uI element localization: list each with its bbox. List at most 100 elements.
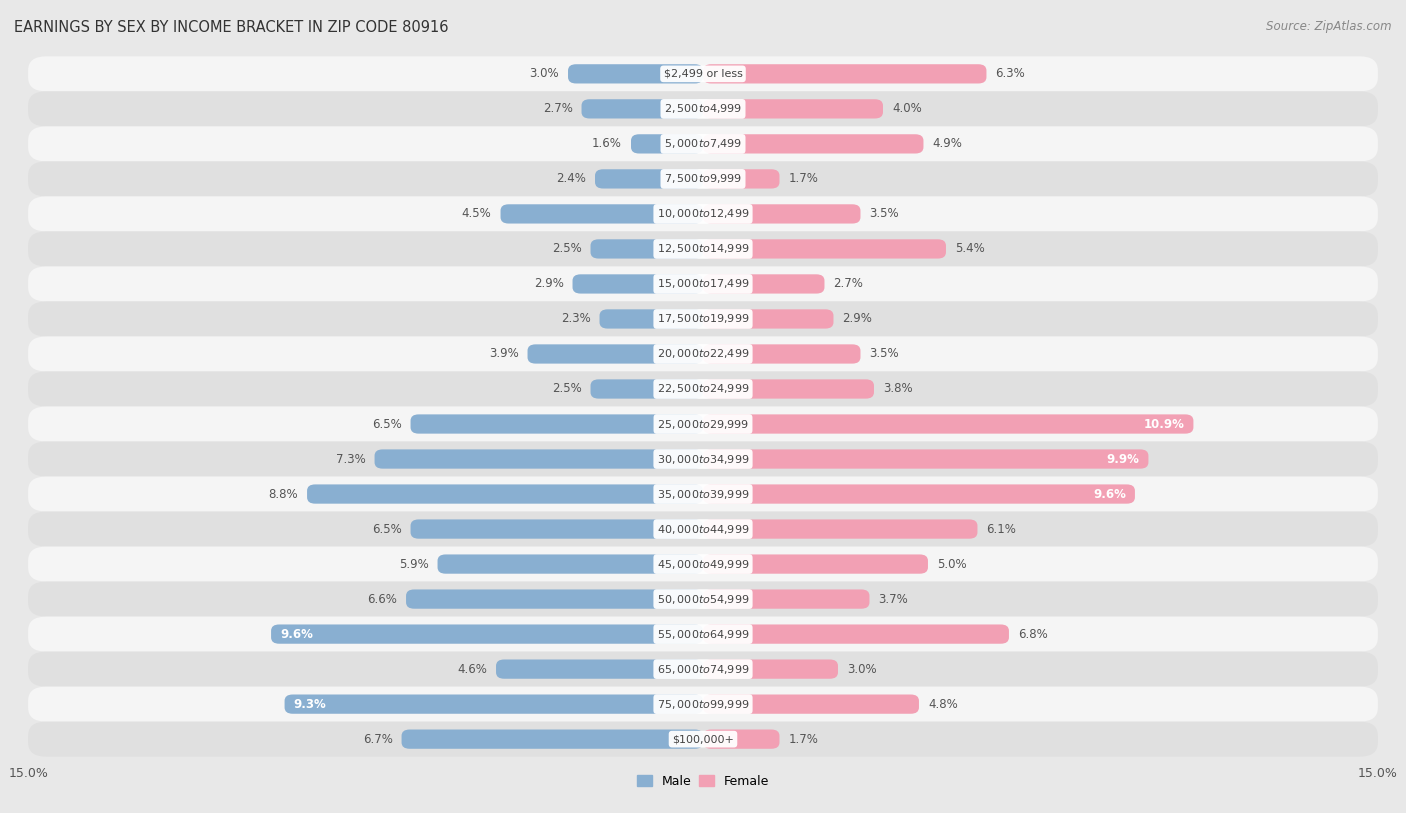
FancyBboxPatch shape bbox=[28, 511, 1378, 546]
FancyBboxPatch shape bbox=[572, 274, 703, 293]
Text: 10.9%: 10.9% bbox=[1143, 418, 1184, 431]
Text: $12,500 to $14,999: $12,500 to $14,999 bbox=[657, 242, 749, 255]
Text: EARNINGS BY SEX BY INCOME BRACKET IN ZIP CODE 80916: EARNINGS BY SEX BY INCOME BRACKET IN ZIP… bbox=[14, 20, 449, 35]
FancyBboxPatch shape bbox=[406, 589, 703, 609]
FancyBboxPatch shape bbox=[496, 659, 703, 679]
Text: 1.7%: 1.7% bbox=[789, 733, 818, 746]
Text: $45,000 to $49,999: $45,000 to $49,999 bbox=[657, 558, 749, 571]
FancyBboxPatch shape bbox=[271, 624, 703, 644]
FancyBboxPatch shape bbox=[28, 267, 1378, 302]
Text: 9.6%: 9.6% bbox=[280, 628, 314, 641]
FancyBboxPatch shape bbox=[28, 687, 1378, 722]
FancyBboxPatch shape bbox=[28, 616, 1378, 651]
Text: $35,000 to $39,999: $35,000 to $39,999 bbox=[657, 488, 749, 501]
FancyBboxPatch shape bbox=[28, 406, 1378, 441]
Text: 8.8%: 8.8% bbox=[269, 488, 298, 501]
FancyBboxPatch shape bbox=[284, 694, 703, 714]
FancyBboxPatch shape bbox=[703, 169, 779, 189]
Text: 2.5%: 2.5% bbox=[551, 242, 582, 255]
FancyBboxPatch shape bbox=[703, 134, 924, 154]
Text: 5.4%: 5.4% bbox=[955, 242, 984, 255]
Text: $5,000 to $7,499: $5,000 to $7,499 bbox=[664, 137, 742, 150]
Text: 6.7%: 6.7% bbox=[363, 733, 392, 746]
Text: $10,000 to $12,499: $10,000 to $12,499 bbox=[657, 207, 749, 220]
FancyBboxPatch shape bbox=[703, 450, 1149, 468]
FancyBboxPatch shape bbox=[703, 380, 875, 398]
FancyBboxPatch shape bbox=[703, 274, 824, 293]
Text: Source: ZipAtlas.com: Source: ZipAtlas.com bbox=[1267, 20, 1392, 33]
FancyBboxPatch shape bbox=[28, 581, 1378, 616]
Text: $15,000 to $17,499: $15,000 to $17,499 bbox=[657, 277, 749, 290]
Text: 6.1%: 6.1% bbox=[987, 523, 1017, 536]
Text: $40,000 to $44,999: $40,000 to $44,999 bbox=[657, 523, 749, 536]
Text: 5.0%: 5.0% bbox=[936, 558, 966, 571]
Text: 2.5%: 2.5% bbox=[551, 382, 582, 395]
FancyBboxPatch shape bbox=[28, 337, 1378, 372]
Text: 9.9%: 9.9% bbox=[1107, 453, 1139, 466]
FancyBboxPatch shape bbox=[703, 239, 946, 259]
Text: $25,000 to $29,999: $25,000 to $29,999 bbox=[657, 418, 749, 431]
FancyBboxPatch shape bbox=[28, 546, 1378, 581]
Text: 9.3%: 9.3% bbox=[294, 698, 326, 711]
FancyBboxPatch shape bbox=[631, 134, 703, 154]
FancyBboxPatch shape bbox=[28, 476, 1378, 511]
Text: 2.9%: 2.9% bbox=[842, 312, 872, 325]
Text: $100,000+: $100,000+ bbox=[672, 734, 734, 744]
FancyBboxPatch shape bbox=[703, 589, 869, 609]
FancyBboxPatch shape bbox=[703, 99, 883, 119]
FancyBboxPatch shape bbox=[703, 309, 834, 328]
Text: $20,000 to $22,499: $20,000 to $22,499 bbox=[657, 347, 749, 360]
FancyBboxPatch shape bbox=[28, 197, 1378, 232]
Text: 4.9%: 4.9% bbox=[932, 137, 962, 150]
Legend: Male, Female: Male, Female bbox=[631, 770, 775, 793]
Text: $2,500 to $4,999: $2,500 to $4,999 bbox=[664, 102, 742, 115]
Text: 1.7%: 1.7% bbox=[789, 172, 818, 185]
FancyBboxPatch shape bbox=[374, 450, 703, 468]
Text: 6.8%: 6.8% bbox=[1018, 628, 1047, 641]
Text: $22,500 to $24,999: $22,500 to $24,999 bbox=[657, 382, 749, 395]
Text: 3.0%: 3.0% bbox=[846, 663, 876, 676]
Text: 4.6%: 4.6% bbox=[457, 663, 486, 676]
Text: 9.6%: 9.6% bbox=[1092, 488, 1126, 501]
FancyBboxPatch shape bbox=[28, 162, 1378, 197]
FancyBboxPatch shape bbox=[28, 91, 1378, 126]
Text: 3.8%: 3.8% bbox=[883, 382, 912, 395]
FancyBboxPatch shape bbox=[703, 694, 920, 714]
Text: $7,500 to $9,999: $7,500 to $9,999 bbox=[664, 172, 742, 185]
Text: 3.7%: 3.7% bbox=[879, 593, 908, 606]
Text: 3.5%: 3.5% bbox=[869, 347, 898, 360]
Text: 6.3%: 6.3% bbox=[995, 67, 1025, 80]
Text: 4.8%: 4.8% bbox=[928, 698, 957, 711]
Text: $2,499 or less: $2,499 or less bbox=[664, 69, 742, 79]
FancyBboxPatch shape bbox=[703, 554, 928, 574]
Text: $50,000 to $54,999: $50,000 to $54,999 bbox=[657, 593, 749, 606]
Text: $55,000 to $64,999: $55,000 to $64,999 bbox=[657, 628, 749, 641]
Text: 2.3%: 2.3% bbox=[561, 312, 591, 325]
Text: 6.6%: 6.6% bbox=[367, 593, 396, 606]
Text: 2.7%: 2.7% bbox=[834, 277, 863, 290]
FancyBboxPatch shape bbox=[703, 659, 838, 679]
FancyBboxPatch shape bbox=[703, 624, 1010, 644]
FancyBboxPatch shape bbox=[28, 372, 1378, 406]
Text: 7.3%: 7.3% bbox=[336, 453, 366, 466]
Text: 5.9%: 5.9% bbox=[399, 558, 429, 571]
FancyBboxPatch shape bbox=[411, 415, 703, 433]
FancyBboxPatch shape bbox=[411, 520, 703, 539]
FancyBboxPatch shape bbox=[28, 441, 1378, 476]
FancyBboxPatch shape bbox=[582, 99, 703, 119]
Text: $30,000 to $34,999: $30,000 to $34,999 bbox=[657, 453, 749, 466]
Text: 3.0%: 3.0% bbox=[530, 67, 560, 80]
FancyBboxPatch shape bbox=[591, 239, 703, 259]
FancyBboxPatch shape bbox=[402, 729, 703, 749]
FancyBboxPatch shape bbox=[703, 204, 860, 224]
Text: 4.0%: 4.0% bbox=[891, 102, 922, 115]
FancyBboxPatch shape bbox=[703, 729, 779, 749]
Text: 6.5%: 6.5% bbox=[371, 418, 402, 431]
FancyBboxPatch shape bbox=[703, 415, 1194, 433]
Text: 6.5%: 6.5% bbox=[371, 523, 402, 536]
FancyBboxPatch shape bbox=[703, 520, 977, 539]
Text: $75,000 to $99,999: $75,000 to $99,999 bbox=[657, 698, 749, 711]
FancyBboxPatch shape bbox=[28, 126, 1378, 162]
FancyBboxPatch shape bbox=[501, 204, 703, 224]
FancyBboxPatch shape bbox=[703, 64, 987, 84]
